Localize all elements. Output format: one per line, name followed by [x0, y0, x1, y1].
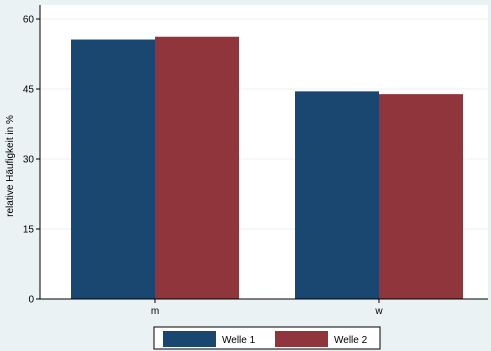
axes: 0 15 30 45 60 m w [23, 5, 488, 317]
x-tick-label: m [151, 306, 159, 317]
y-tick-label: 60 [23, 15, 35, 26]
y-tick-label: 15 [23, 225, 35, 236]
legend-swatch-2 [275, 331, 328, 347]
bar-m-1 [71, 39, 155, 300]
legend-label-1: Welle 1 [222, 335, 256, 346]
legend-swatch-1 [163, 331, 216, 347]
bar-w-2 [379, 94, 463, 299]
legend: Welle 1 Welle 2 [153, 326, 381, 350]
y-tick-label: 0 [28, 295, 34, 306]
x-tick-label: w [374, 306, 383, 317]
bars [71, 36, 463, 300]
bar-m-2 [155, 36, 239, 299]
legend-label-2: Welle 2 [334, 335, 368, 346]
y-tick-label: 30 [23, 155, 35, 166]
bar-w-1 [295, 91, 379, 299]
y-tick-label: 45 [23, 85, 35, 96]
y-axis-label: relative Häufigkeit in % [5, 115, 16, 217]
